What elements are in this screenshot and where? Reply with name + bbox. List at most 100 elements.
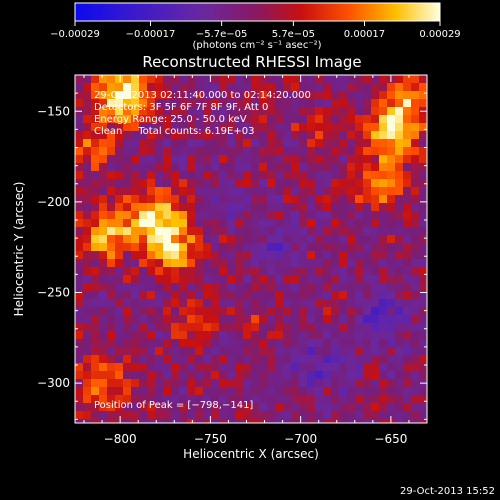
heatmap-cell: [171, 403, 180, 412]
heatmap-cell: [123, 403, 132, 412]
heatmap-cell: [403, 251, 412, 260]
heatmap-cell: [395, 235, 404, 244]
heatmap-cell: [75, 211, 84, 220]
heatmap-cell: [291, 83, 300, 92]
heatmap-cell: [123, 379, 132, 388]
heatmap-cell: [411, 387, 420, 396]
heatmap-cell: [203, 283, 212, 292]
heatmap-cell: [419, 331, 427, 340]
heatmap-cell: [243, 275, 252, 284]
heatmap-cell: [339, 195, 348, 204]
heatmap-cell: [267, 243, 276, 252]
heatmap-cell: [131, 267, 140, 276]
heatmap-cell: [195, 339, 204, 348]
heatmap-cell: [331, 195, 340, 204]
heatmap-cell: [371, 171, 380, 180]
y-tick-label: −200: [37, 195, 70, 209]
heatmap-cell: [179, 387, 188, 396]
heatmap-cell: [179, 139, 188, 148]
heatmap-cell: [107, 187, 116, 196]
heatmap-cell: [195, 171, 204, 180]
heatmap-cell: [99, 395, 108, 404]
heatmap-cell: [147, 195, 156, 204]
heatmap-cell: [99, 315, 108, 324]
heatmap-cell: [283, 371, 292, 380]
heatmap-cell: [331, 187, 340, 196]
heatmap-cell: [323, 291, 332, 300]
heatmap-cell: [195, 227, 204, 236]
heatmap-cell: [107, 347, 116, 356]
heatmap-cell: [419, 243, 427, 252]
heatmap-cell: [299, 211, 308, 220]
heatmap-cell: [419, 347, 427, 356]
annotation-line: 29-Oct-2013 02:11:40.000 to 02:14:20.000: [94, 90, 311, 101]
heatmap-cell: [419, 419, 427, 423]
heatmap-cell: [83, 227, 92, 236]
heatmap-cell: [331, 355, 340, 364]
heatmap-cell: [315, 195, 324, 204]
heatmap-cell: [395, 147, 404, 156]
heatmap-cell: [299, 219, 308, 228]
heatmap-cell: [75, 91, 84, 100]
heatmap-cell: [147, 147, 156, 156]
heatmap-cell: [259, 419, 268, 423]
heatmap-cell: [275, 123, 284, 132]
heatmap-cell: [283, 243, 292, 252]
heatmap-cell: [323, 339, 332, 348]
heatmap-cell: [371, 379, 380, 388]
heatmap-cell: [235, 139, 244, 148]
heatmap-cell: [123, 275, 132, 284]
heatmap-cell: [291, 259, 300, 268]
heatmap-cell: [251, 91, 260, 100]
heatmap-cell: [331, 227, 340, 236]
heatmap-cell: [315, 347, 324, 356]
heatmap-cell: [387, 275, 396, 284]
heatmap-cell: [107, 179, 116, 188]
heatmap-cell: [403, 371, 412, 380]
heatmap-cell: [371, 179, 380, 188]
heatmap-cell: [243, 131, 252, 140]
heatmap-cell: [275, 203, 284, 212]
heatmap-cell: [75, 371, 84, 380]
x-tick-label: −750: [194, 432, 227, 446]
heatmap-cell: [283, 115, 292, 124]
heatmap-cell: [251, 83, 260, 92]
heatmap-cell: [219, 107, 228, 116]
heatmap-cell: [147, 179, 156, 188]
heatmap-cell: [363, 267, 372, 276]
heatmap-cell: [339, 363, 348, 372]
heatmap-cell: [395, 395, 404, 404]
heatmap-cell: [163, 107, 172, 116]
heatmap-cell: [155, 347, 164, 356]
heatmap-cell: [107, 339, 116, 348]
heatmap-cell: [227, 283, 236, 292]
heatmap-cell: [355, 179, 364, 188]
heatmap-cell: [347, 195, 356, 204]
heatmap-cell: [323, 387, 332, 396]
heatmap-cell: [371, 155, 380, 164]
heatmap-cell: [139, 251, 148, 260]
heatmap-cell: [171, 99, 180, 108]
heatmap-cell: [147, 395, 156, 404]
heatmap-cell: [291, 203, 300, 212]
heatmap-cell: [131, 387, 140, 396]
heatmap-cell: [243, 75, 252, 84]
heatmap-cell: [411, 403, 420, 412]
heatmap-cell: [195, 211, 204, 220]
heatmap-cell: [107, 75, 116, 84]
heatmap-cell: [107, 227, 116, 236]
heatmap-cell: [371, 299, 380, 308]
heatmap-cell: [323, 147, 332, 156]
heatmap-cell: [107, 379, 116, 388]
heatmap-cell: [259, 115, 268, 124]
heatmap-cell: [315, 211, 324, 220]
heatmap-cell: [331, 203, 340, 212]
heatmap-cell: [179, 275, 188, 284]
heatmap-cell: [347, 411, 356, 420]
heatmap-cell: [315, 75, 324, 84]
heatmap-cell: [139, 91, 148, 100]
heatmap-cell: [99, 107, 108, 116]
heatmap-cell: [403, 395, 412, 404]
heatmap-cell: [339, 347, 348, 356]
heatmap-cell: [123, 211, 132, 220]
